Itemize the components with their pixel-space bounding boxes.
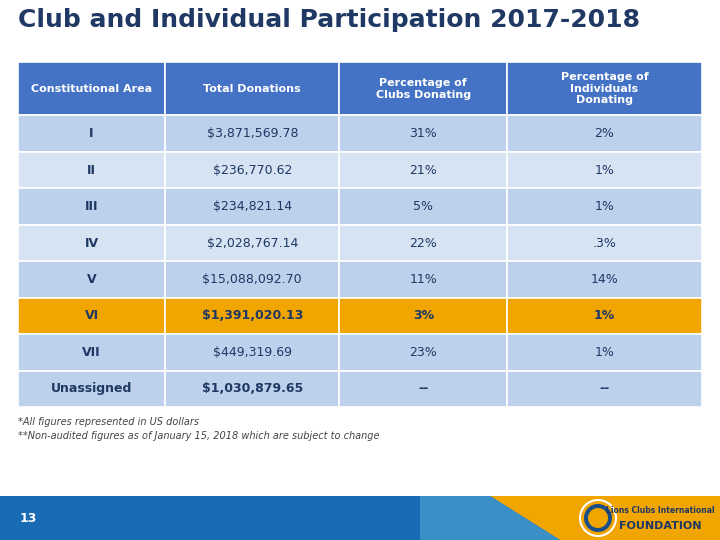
Bar bbox=[165, 261, 340, 298]
Bar bbox=[340, 261, 507, 298]
Text: $15,088,092.70: $15,088,092.70 bbox=[202, 273, 302, 286]
Text: II: II bbox=[87, 164, 96, 177]
Text: --: -- bbox=[600, 382, 610, 395]
Bar bbox=[340, 225, 507, 261]
Text: *All figures represented in US dollars: *All figures represented in US dollars bbox=[18, 417, 199, 427]
Text: --: -- bbox=[418, 382, 428, 395]
Text: V: V bbox=[86, 273, 96, 286]
Text: $449,319.69: $449,319.69 bbox=[213, 346, 292, 359]
Bar bbox=[165, 334, 340, 370]
Bar bbox=[18, 62, 165, 116]
Text: Club and Individual Participation 2017-2018: Club and Individual Participation 2017-2… bbox=[18, 8, 640, 32]
Circle shape bbox=[588, 508, 608, 528]
Bar bbox=[165, 298, 340, 334]
Text: IV: IV bbox=[84, 237, 99, 249]
Bar bbox=[165, 62, 340, 116]
Bar bbox=[340, 152, 507, 188]
Text: 11%: 11% bbox=[410, 273, 437, 286]
Bar bbox=[340, 298, 507, 334]
Bar bbox=[340, 116, 507, 152]
Text: 31%: 31% bbox=[410, 127, 437, 140]
Text: 1%: 1% bbox=[595, 200, 614, 213]
Text: 1%: 1% bbox=[595, 164, 614, 177]
Bar bbox=[165, 152, 340, 188]
Text: Percentage of
Clubs Donating: Percentage of Clubs Donating bbox=[376, 78, 471, 99]
Text: 1%: 1% bbox=[594, 309, 615, 322]
Text: Lions Clubs International: Lions Clubs International bbox=[606, 505, 714, 515]
Bar bbox=[165, 370, 340, 407]
Text: VII: VII bbox=[82, 346, 101, 359]
Text: Total Donations: Total Donations bbox=[204, 84, 301, 94]
Text: I: I bbox=[89, 127, 94, 140]
Text: 23%: 23% bbox=[410, 346, 437, 359]
Text: .3%: .3% bbox=[593, 237, 616, 249]
Text: 14%: 14% bbox=[590, 273, 618, 286]
Text: VI: VI bbox=[84, 309, 99, 322]
Bar bbox=[340, 62, 507, 116]
Bar bbox=[165, 188, 340, 225]
Bar bbox=[507, 298, 702, 334]
Text: Percentage of
Individuals
Donating: Percentage of Individuals Donating bbox=[561, 72, 649, 105]
Bar bbox=[165, 116, 340, 152]
Bar bbox=[0, 496, 720, 540]
Bar bbox=[18, 334, 165, 370]
Bar bbox=[507, 225, 702, 261]
Text: Constitutional Area: Constitutional Area bbox=[31, 84, 152, 94]
Bar bbox=[340, 188, 507, 225]
Polygon shape bbox=[420, 496, 560, 540]
Text: $3,871,569.78: $3,871,569.78 bbox=[207, 127, 298, 140]
Polygon shape bbox=[490, 496, 720, 540]
Bar bbox=[507, 152, 702, 188]
Bar bbox=[507, 116, 702, 152]
Bar bbox=[18, 116, 165, 152]
Text: $234,821.14: $234,821.14 bbox=[212, 200, 292, 213]
Bar bbox=[165, 225, 340, 261]
Text: 1%: 1% bbox=[595, 346, 614, 359]
Polygon shape bbox=[490, 496, 560, 540]
Text: 2%: 2% bbox=[595, 127, 614, 140]
Text: 21%: 21% bbox=[410, 164, 437, 177]
Text: $1,391,020.13: $1,391,020.13 bbox=[202, 309, 303, 322]
Text: 22%: 22% bbox=[410, 237, 437, 249]
Bar bbox=[18, 261, 165, 298]
Bar bbox=[340, 334, 507, 370]
Bar bbox=[507, 370, 702, 407]
Text: Unassigned: Unassigned bbox=[51, 382, 132, 395]
Bar bbox=[507, 334, 702, 370]
Bar bbox=[340, 370, 507, 407]
Bar bbox=[18, 225, 165, 261]
Text: $2,028,767.14: $2,028,767.14 bbox=[207, 237, 298, 249]
Text: FOUNDATION: FOUNDATION bbox=[618, 521, 701, 531]
Bar bbox=[18, 370, 165, 407]
Text: $1,030,879.65: $1,030,879.65 bbox=[202, 382, 303, 395]
Circle shape bbox=[584, 504, 612, 532]
Bar bbox=[18, 152, 165, 188]
Bar bbox=[507, 188, 702, 225]
Circle shape bbox=[580, 500, 616, 536]
Text: 13: 13 bbox=[20, 511, 37, 524]
Bar bbox=[507, 261, 702, 298]
Bar bbox=[507, 62, 702, 116]
Bar bbox=[18, 188, 165, 225]
Text: 3%: 3% bbox=[413, 309, 434, 322]
Text: III: III bbox=[85, 200, 98, 213]
Text: **Non-audited figures as of January 15, 2018 which are subject to change: **Non-audited figures as of January 15, … bbox=[18, 431, 379, 441]
Text: $236,770.62: $236,770.62 bbox=[212, 164, 292, 177]
Bar bbox=[18, 298, 165, 334]
Text: 5%: 5% bbox=[413, 200, 433, 213]
